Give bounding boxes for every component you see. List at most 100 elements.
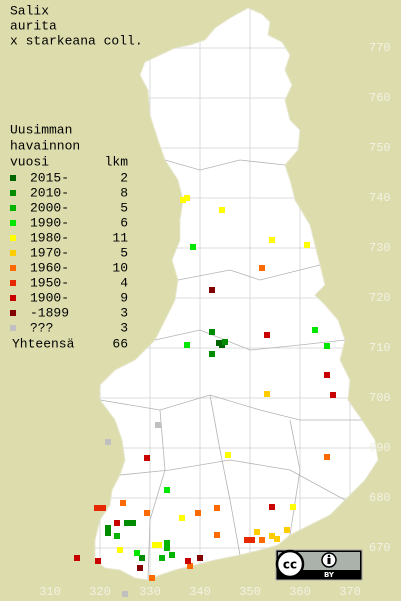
legend-header: Uusimman (10, 122, 72, 137)
observation (134, 550, 140, 556)
observation (164, 545, 170, 551)
legend-label: 1960- (30, 260, 69, 275)
legend-swatch (10, 235, 16, 241)
observation (209, 287, 215, 293)
observation (139, 555, 145, 561)
legend-count: 6 (120, 215, 128, 230)
by-icon-head (327, 554, 331, 558)
observation (304, 242, 310, 248)
legend-count: 10 (112, 260, 128, 275)
legend-total: 66 (112, 336, 128, 351)
x-tick-label: 310 (39, 585, 61, 599)
legend-label: 1950- (30, 275, 69, 290)
legend-swatch (10, 175, 16, 181)
observation (137, 565, 143, 571)
observation (244, 537, 250, 543)
legend-swatch (10, 280, 16, 286)
title-line: Salix (10, 3, 49, 18)
y-tick-label: 700 (369, 391, 391, 405)
x-tick-label: 360 (289, 585, 311, 599)
observation (164, 487, 170, 493)
y-tick-label: 680 (369, 491, 391, 505)
observation (114, 533, 120, 539)
title-line: aurita (10, 18, 57, 33)
observation (216, 340, 222, 346)
observation (94, 505, 100, 511)
observation (269, 504, 275, 510)
observation (219, 207, 225, 213)
observation (164, 540, 170, 546)
observation (284, 527, 290, 533)
y-tick-label: 770 (369, 41, 391, 55)
observation (156, 542, 162, 548)
observation (190, 244, 196, 250)
legend-swatch (10, 265, 16, 271)
legend-label: 1990- (30, 215, 69, 230)
observation (180, 197, 186, 203)
observation (117, 547, 123, 553)
observation (222, 339, 228, 345)
legend-swatch (10, 190, 16, 196)
observations (74, 195, 336, 597)
observation (269, 533, 275, 539)
y-tick-label: 760 (369, 91, 391, 105)
observation (184, 195, 190, 201)
observation (159, 555, 165, 561)
legend-count: 5 (120, 200, 128, 215)
legend-label: 1900- (30, 290, 69, 305)
observation (324, 372, 330, 378)
y-tick-label: 690 (369, 441, 391, 455)
by-label: BY (324, 571, 335, 579)
observation (74, 555, 80, 561)
observation (197, 555, 203, 561)
legend-swatch (10, 220, 16, 226)
observation (324, 343, 330, 349)
observation (209, 351, 215, 357)
observation (330, 392, 336, 398)
y-tick-label: 670 (369, 541, 391, 555)
observation (122, 591, 128, 597)
legend-swatch (10, 295, 16, 301)
legend-swatch (10, 325, 16, 331)
observation (225, 452, 231, 458)
y-tick-label: 750 (369, 141, 391, 155)
legend-count: 3 (120, 320, 128, 335)
cc-circle (275, 549, 305, 579)
license-badge: cc BY (275, 549, 363, 581)
x-tick-label: 330 (139, 585, 161, 599)
observation (114, 520, 120, 526)
observation (144, 455, 150, 461)
observation (105, 530, 111, 536)
observation (209, 329, 215, 335)
observation (105, 525, 111, 531)
legend-count: 9 (120, 290, 128, 305)
legend-count: 4 (120, 275, 128, 290)
x-tick-label: 340 (189, 585, 211, 599)
legend: Salix aurita x starkeana coll. Uusimman … (10, 3, 143, 351)
observation (187, 563, 193, 569)
legend-header: vuosi (10, 154, 49, 169)
observation (185, 558, 191, 564)
observation (144, 510, 150, 516)
observation (259, 537, 265, 543)
observation (269, 237, 275, 243)
observation (290, 504, 296, 510)
observation (105, 439, 111, 445)
observation (169, 552, 175, 558)
observation (149, 575, 155, 581)
observation (152, 542, 158, 548)
observation (324, 454, 330, 460)
legend-label: 2010- (30, 185, 69, 200)
observation (184, 342, 190, 348)
title-line: x starkeana coll. (10, 33, 143, 48)
observation (214, 505, 220, 511)
observation (100, 505, 106, 511)
legend-count: 11 (112, 230, 128, 245)
legend-count: 8 (120, 185, 128, 200)
region-borders (99, 159, 362, 580)
legend-count: 2 (120, 170, 128, 185)
x-tick-label: 370 (339, 585, 361, 599)
y-tick-label: 730 (369, 241, 391, 255)
legend-header: havainnon (10, 138, 80, 153)
